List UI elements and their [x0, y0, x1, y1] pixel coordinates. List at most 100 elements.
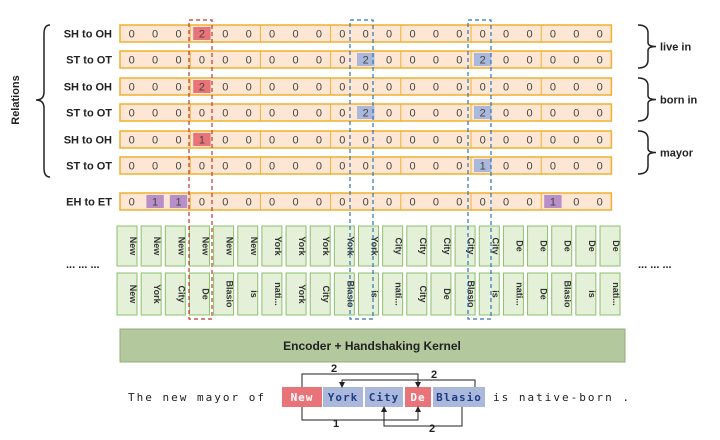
matrix-cell: 0 — [456, 197, 462, 209]
token-pair-top-box — [502, 225, 524, 267]
matrix-cell: 2 — [199, 29, 205, 41]
highlight-cell — [169, 195, 188, 208]
token-pair-top: De — [563, 240, 573, 252]
matrix-cell: 0 — [339, 135, 345, 147]
token-pair-top-box — [406, 225, 428, 267]
matrix-cell: 0 — [339, 197, 345, 209]
matrix-cell: 0 — [573, 82, 579, 94]
matrix-cell: 0 — [152, 82, 158, 94]
token-pair-bottom-box — [213, 272, 235, 316]
matrix-cell: 0 — [129, 82, 135, 94]
matrix-cell: 0 — [316, 55, 322, 67]
matrix-cell: 2 — [363, 108, 369, 120]
highlight-cell — [544, 195, 562, 208]
matrix-cell: 1 — [175, 197, 181, 209]
matrix-cell: 0 — [246, 108, 252, 120]
matrix-cell: 0 — [129, 161, 135, 173]
matrix-cell: 0 — [597, 197, 603, 209]
token-pair-bottom: De — [200, 288, 210, 300]
row-label: EH to ET — [66, 197, 112, 209]
matrix-cell: 0 — [152, 108, 158, 120]
matrix-cell: 0 — [409, 135, 415, 147]
matrix-cell: 1 — [480, 161, 486, 173]
relation-type-label: born in — [660, 95, 698, 107]
highlight-cell — [193, 27, 211, 40]
token-pair-bottom: De — [539, 288, 549, 300]
arc-label-top-blue: 2 — [431, 369, 437, 381]
matrix-cell: 0 — [456, 108, 462, 120]
matrix-cell: 0 — [456, 29, 462, 41]
matrix-cell: 0 — [246, 82, 252, 94]
matrix-cell: 0 — [550, 108, 556, 120]
matrix-cell: 0 — [129, 108, 135, 120]
matrix-cell: 2 — [363, 55, 369, 67]
matrix-cell: 0 — [409, 55, 415, 67]
token-pair-top: City — [394, 237, 404, 254]
arc-label-top-red: 2 — [331, 363, 337, 375]
highlight-cell — [146, 195, 164, 208]
matrix-cell: 0 — [339, 161, 345, 173]
row-label: ST to OT — [66, 55, 112, 67]
matrix-cell: 0 — [503, 82, 509, 94]
token-pair-bottom: nati... — [394, 282, 404, 306]
matrix-cell: 0 — [152, 29, 158, 41]
matrix-cell: 0 — [409, 29, 415, 41]
matrix-cell: 0 — [480, 29, 486, 41]
matrix-cell: 0 — [222, 55, 228, 67]
arrowhead — [339, 382, 345, 388]
token-pair-bottom-box — [188, 272, 210, 316]
token-pair-bottom: York — [152, 284, 162, 304]
matrix-cell: 0 — [386, 29, 392, 41]
matrix-cell: 0 — [573, 108, 579, 120]
token-pair-bottom-box — [309, 272, 331, 316]
matrix-cell: 0 — [433, 161, 439, 173]
token-pair-bottom-box — [599, 272, 621, 316]
row-strip — [119, 24, 613, 43]
highlight-cell — [193, 133, 211, 146]
highlight-cell — [474, 106, 492, 119]
ellipsis-left: ... ... ... — [66, 259, 100, 271]
row-label: SH to OH — [64, 29, 112, 41]
token-pair-bottom-box — [551, 272, 573, 316]
token-pair-top-box — [164, 225, 186, 267]
matrix-cell: 0 — [199, 55, 205, 67]
matrix-cell: 0 — [269, 55, 275, 67]
matrix-cell: 1 — [199, 135, 205, 147]
token-pair-bottom-box — [478, 272, 500, 316]
matrix-cell: 0 — [433, 82, 439, 94]
token-pair-top: New — [128, 237, 138, 257]
matrix-cell: 0 — [222, 135, 228, 147]
matrix-cell: 0 — [129, 135, 135, 147]
relations-label: Relations — [10, 75, 22, 125]
matrix-cell: 0 — [152, 55, 158, 67]
matrix-cell: 0 — [526, 55, 532, 67]
encoder-label: Encoder + Handshaking Kernel — [283, 339, 461, 353]
token-pair-bottom-box — [406, 272, 428, 316]
matrix-cell: 0 — [597, 161, 603, 173]
matrix-cell: 0 — [597, 29, 603, 41]
token-pair-top: New — [176, 237, 186, 257]
matrix-cell: 0 — [526, 29, 532, 41]
matrix-cell: 0 — [433, 108, 439, 120]
matrix-cell: 0 — [526, 161, 532, 173]
matrix-cell: 0 — [269, 135, 275, 147]
token-pair-top-box — [382, 225, 404, 267]
matrix-cell: 0 — [316, 135, 322, 147]
token-pair-top: York — [273, 236, 283, 256]
matrix-cell: 0 — [292, 55, 298, 67]
token-pair-bottom: Blasio — [563, 280, 573, 308]
matrix-cell: 0 — [550, 29, 556, 41]
matrix-cell: 0 — [409, 197, 415, 209]
token-pair-top: York — [345, 236, 355, 256]
matrix-cell: 0 — [269, 29, 275, 41]
token-pair-bottom-box — [261, 272, 283, 316]
arc-bottom-blue — [383, 407, 463, 427]
token-pair-bottom-box — [237, 272, 259, 316]
matrix-cell: 0 — [433, 55, 439, 67]
token-pair-bottom: De — [442, 288, 452, 300]
row-label: ST to OT — [66, 108, 112, 120]
arrowhead — [415, 406, 421, 412]
token-pair-top: City — [490, 237, 500, 254]
token-pair-bottom: is — [490, 290, 500, 298]
matrix-cell: 0 — [269, 82, 275, 94]
